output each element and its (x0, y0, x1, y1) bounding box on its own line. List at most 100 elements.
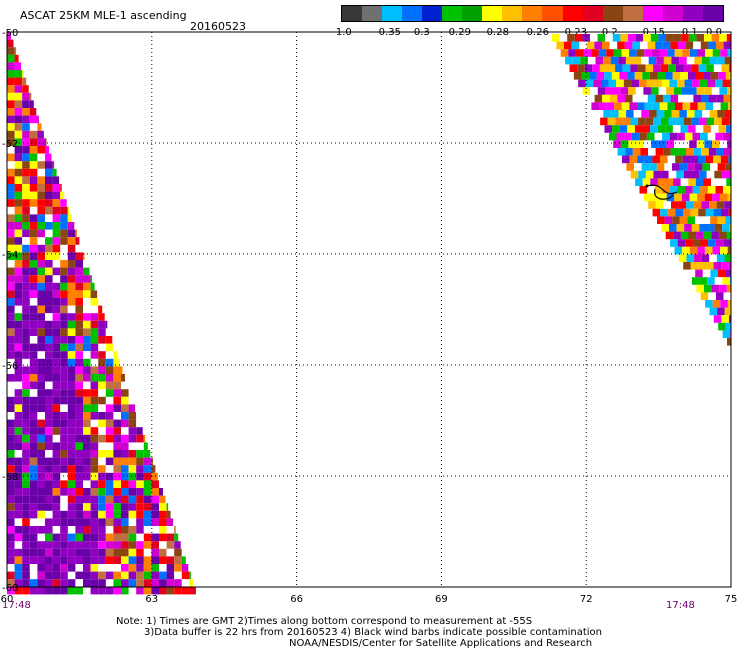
swath-cell (52, 305, 61, 314)
swath-cell (681, 87, 689, 95)
swath-cell (98, 571, 106, 580)
swath-cell (643, 34, 651, 42)
swath-cell (136, 548, 144, 557)
swath-cell (29, 252, 38, 260)
swath-cell (83, 275, 91, 283)
swath-cell (651, 193, 660, 202)
swath-cell (75, 282, 83, 291)
swath-cell (614, 102, 622, 110)
swath-cell (22, 85, 29, 93)
swath-cell (675, 208, 683, 217)
swath-cell (37, 465, 45, 473)
swath-cell (603, 56, 611, 65)
swath-cell (695, 178, 704, 186)
swath-cell (22, 586, 30, 595)
swath-cell (121, 480, 129, 488)
swath-cell (67, 503, 76, 511)
swath-cell (45, 328, 53, 336)
swath-cell (143, 472, 152, 481)
swath-cell (704, 34, 712, 42)
swath-cell (634, 125, 643, 133)
swath-cell (83, 518, 91, 526)
swath-cell (647, 94, 656, 103)
swath-cell (98, 518, 106, 526)
swath-cell (113, 358, 120, 367)
swath-cell (672, 163, 680, 171)
swath-cell (105, 351, 114, 359)
swath-cell (52, 457, 61, 466)
swath-cell (615, 117, 623, 126)
swath-cell (14, 548, 23, 557)
swath-cell (128, 556, 137, 564)
swath-cell (630, 170, 639, 179)
swath-cell (673, 178, 681, 186)
swath-cell (136, 495, 144, 504)
swath-cell (707, 79, 715, 88)
swath-cell (667, 102, 675, 110)
swath-cell (713, 155, 721, 164)
swath-cell (67, 260, 76, 268)
swath-cell (75, 374, 83, 382)
swath-cell (720, 155, 729, 164)
swath-cell (684, 132, 693, 141)
swath-cell (624, 41, 633, 50)
swath-cell (37, 374, 45, 382)
swath-cell (683, 208, 691, 217)
swath-cell (22, 427, 30, 435)
color-scale-swatch (582, 6, 603, 21)
swath-cell (22, 556, 30, 564)
swath-cell (52, 374, 61, 382)
swath-cell (181, 556, 186, 564)
swath-cell (37, 586, 45, 595)
swath-cell (7, 548, 15, 557)
swath-cell (83, 282, 91, 291)
swath-cell (98, 465, 106, 473)
swath-cell (60, 313, 68, 321)
swath-cell (60, 533, 68, 542)
swath-cell (67, 548, 76, 557)
swath-cell (83, 510, 91, 519)
swath-cell (37, 472, 45, 481)
swath-cell (696, 284, 704, 293)
swath-cell (166, 564, 175, 572)
swath-cell (643, 193, 652, 202)
swath-cell (52, 503, 61, 511)
swath-cell (673, 87, 682, 95)
swath-cell (98, 488, 106, 496)
swath-cell (83, 541, 91, 549)
swath-cell (60, 434, 68, 443)
swath-cell (143, 526, 152, 534)
swath-cell (67, 480, 76, 488)
swath-cell (633, 56, 642, 65)
swath-cell (136, 427, 143, 435)
swath-cell (723, 239, 731, 247)
swath-cell (105, 503, 114, 511)
swath-cell (45, 472, 53, 481)
swath-cell (691, 64, 699, 72)
swath-cell (67, 298, 76, 306)
swath-cell (45, 427, 53, 435)
swath-cell (52, 237, 61, 245)
swath-cell (90, 313, 99, 321)
swath-cell (639, 79, 647, 88)
swath-cell (665, 125, 673, 133)
swath-cell (105, 495, 114, 504)
swath-cell (22, 351, 30, 359)
swath-cell (113, 556, 121, 564)
swath-cell (45, 222, 53, 230)
swath-cell (75, 305, 83, 314)
swath-cell (151, 579, 159, 587)
swath-cell (90, 381, 99, 390)
swath-cell (90, 564, 99, 572)
swath-cell (174, 564, 182, 572)
swath-cell (121, 427, 129, 435)
swath-cell (647, 41, 656, 50)
swath-cell (60, 358, 68, 367)
swath-cell (657, 178, 666, 186)
swath-cell (701, 201, 709, 209)
swath-cell (67, 541, 76, 549)
swath-cell (121, 548, 129, 557)
swath-cell (14, 290, 23, 298)
swath-cell (595, 56, 604, 65)
swath-cell (60, 419, 68, 428)
